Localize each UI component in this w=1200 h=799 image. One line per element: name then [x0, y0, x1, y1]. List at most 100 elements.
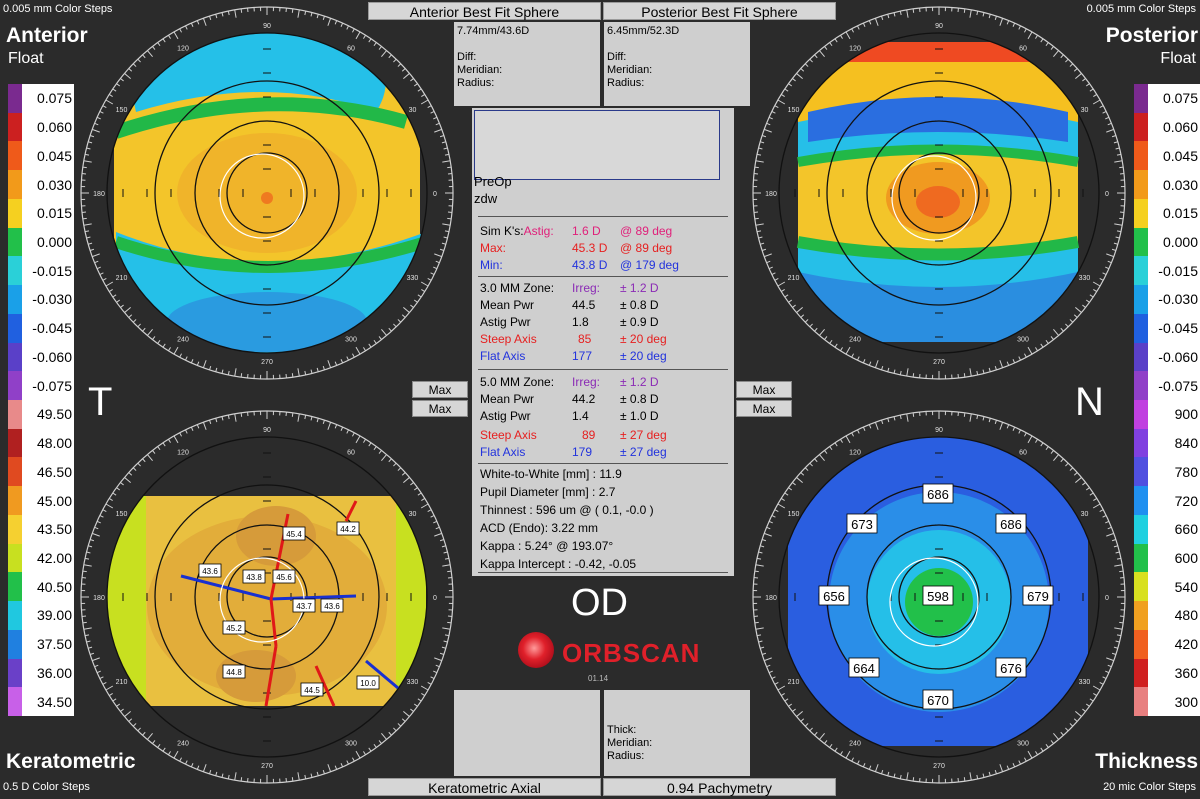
dial-tick — [447, 217, 452, 220]
thickness-value-box — [922, 483, 954, 504]
dial-tick — [1099, 509, 1104, 512]
posterior-bfs-panel: 6.45mm/52.3D Diff: Meridian: Radius: — [604, 22, 750, 106]
dial-tick — [442, 223, 451, 226]
dial-tick — [363, 438, 366, 443]
dial-tick — [401, 472, 406, 476]
dial-tick — [441, 545, 446, 548]
dial-tick — [788, 703, 793, 707]
dial-tick — [363, 751, 366, 756]
scale-value: -0.075 — [1158, 377, 1198, 394]
dial-tick — [444, 153, 450, 156]
dial-tick — [132, 319, 137, 323]
dial-tick — [777, 281, 786, 287]
dial-tick — [804, 723, 809, 727]
anterior-bfs-button[interactable]: Anterior Best Fit Sphere — [368, 2, 601, 20]
dial-tick — [906, 9, 909, 18]
keratometric-axial-map[interactable]: 906030033030027024021018015012045.444.24… — [76, 406, 458, 788]
dial-tick — [1093, 94, 1098, 97]
dial-tick — [96, 266, 101, 270]
dial-angle-label: 150 — [788, 511, 800, 518]
max-button-keratometric[interactable]: Max — [412, 400, 468, 417]
color-swatch — [1134, 198, 1148, 228]
dial-tick — [774, 278, 779, 281]
dial-tick — [1115, 236, 1120, 239]
dial-tick — [112, 88, 117, 92]
thick-meridian-label: Meridian: — [607, 737, 653, 749]
dial-tick — [112, 294, 117, 298]
dial-tick — [196, 424, 200, 429]
posterior-bfs-value: 6.45mm/52.3D — [607, 25, 680, 37]
map-steep-zone — [216, 650, 296, 702]
dial-tick — [368, 747, 372, 752]
dial-tick — [1035, 438, 1038, 443]
zone3-flat-value: 177 — [572, 349, 593, 363]
dial-tick — [1114, 627, 1123, 630]
map-green-band — [114, 236, 427, 273]
dial-tick — [809, 462, 813, 467]
dial-tick — [355, 346, 361, 355]
dial-tick — [112, 698, 117, 702]
dial-tick — [368, 343, 372, 348]
dial-tick — [1035, 34, 1038, 39]
thickness-value: 686 — [1000, 517, 1022, 532]
patient-name-box[interactable] — [474, 110, 720, 180]
dial-angle-label: 0 — [1105, 595, 1109, 602]
dial-tick — [88, 545, 93, 548]
anterior-meridian-label: Meridian: — [457, 64, 503, 76]
dial-tick — [162, 442, 166, 447]
dial-tick — [804, 319, 809, 323]
max-button-thickness[interactable]: Max — [736, 400, 792, 417]
dial-tick — [1018, 760, 1021, 765]
dial-tick — [845, 346, 851, 355]
dial-tick — [834, 442, 838, 447]
dial-tick — [824, 740, 828, 744]
dial-tick — [1024, 757, 1027, 762]
dial-angle-label: 330 — [1079, 679, 1091, 686]
color-swatch — [8, 400, 22, 429]
pachymetry-button[interactable]: 0.94 Pachymetry — [603, 778, 836, 796]
dial-tick — [906, 413, 909, 422]
dial-tick — [999, 360, 1004, 368]
keratometric-title: Keratometric — [6, 750, 136, 773]
max-button-posterior[interactable]: Max — [736, 381, 792, 398]
posterior-bfs-button[interactable]: Posterior Best Fit Sphere — [603, 2, 836, 20]
simk-max-row: Max: 45.3 D @ 89 deg — [480, 240, 672, 256]
dial-tick — [89, 248, 95, 251]
max-button-anterior[interactable]: Max — [412, 381, 468, 398]
dial-angle-label: 90 — [935, 427, 943, 434]
keratometric-axial-button[interactable]: Keratometric Axial — [368, 778, 601, 796]
dial-tick — [788, 299, 793, 303]
dial-tick — [162, 747, 166, 752]
color-swatch — [8, 256, 22, 286]
dial-tick — [297, 9, 300, 18]
zone3-astig-error: ± 0.9 D — [620, 315, 659, 329]
dial-tick — [809, 58, 813, 63]
zone5-irreg-value: ± 1.2 D — [620, 375, 659, 389]
dial-tick — [761, 539, 767, 542]
dial-tick — [1107, 526, 1112, 530]
color-swatch — [1134, 313, 1148, 343]
dial-tick — [868, 20, 872, 25]
dial-tick — [1119, 570, 1124, 573]
dial-tick — [758, 640, 763, 643]
dial-tick — [442, 564, 451, 567]
dial-tick — [355, 31, 361, 40]
dial-tick — [796, 307, 803, 313]
scale-value: 300 — [1174, 693, 1198, 710]
dial-tick — [1073, 68, 1078, 72]
dial-tick — [1040, 442, 1044, 447]
dial-tick — [768, 116, 773, 120]
orbscan-logo-icon — [518, 632, 554, 668]
dial-tick — [1035, 751, 1038, 756]
scale-value: 43.50 — [36, 521, 72, 538]
dial-angle-label: 210 — [116, 679, 128, 686]
dial-tick — [439, 248, 445, 251]
dial-tick — [215, 367, 218, 372]
dial-tick — [240, 8, 243, 13]
dial-tick — [316, 367, 319, 372]
dial-tick — [124, 711, 131, 717]
dial-tick — [137, 58, 141, 63]
